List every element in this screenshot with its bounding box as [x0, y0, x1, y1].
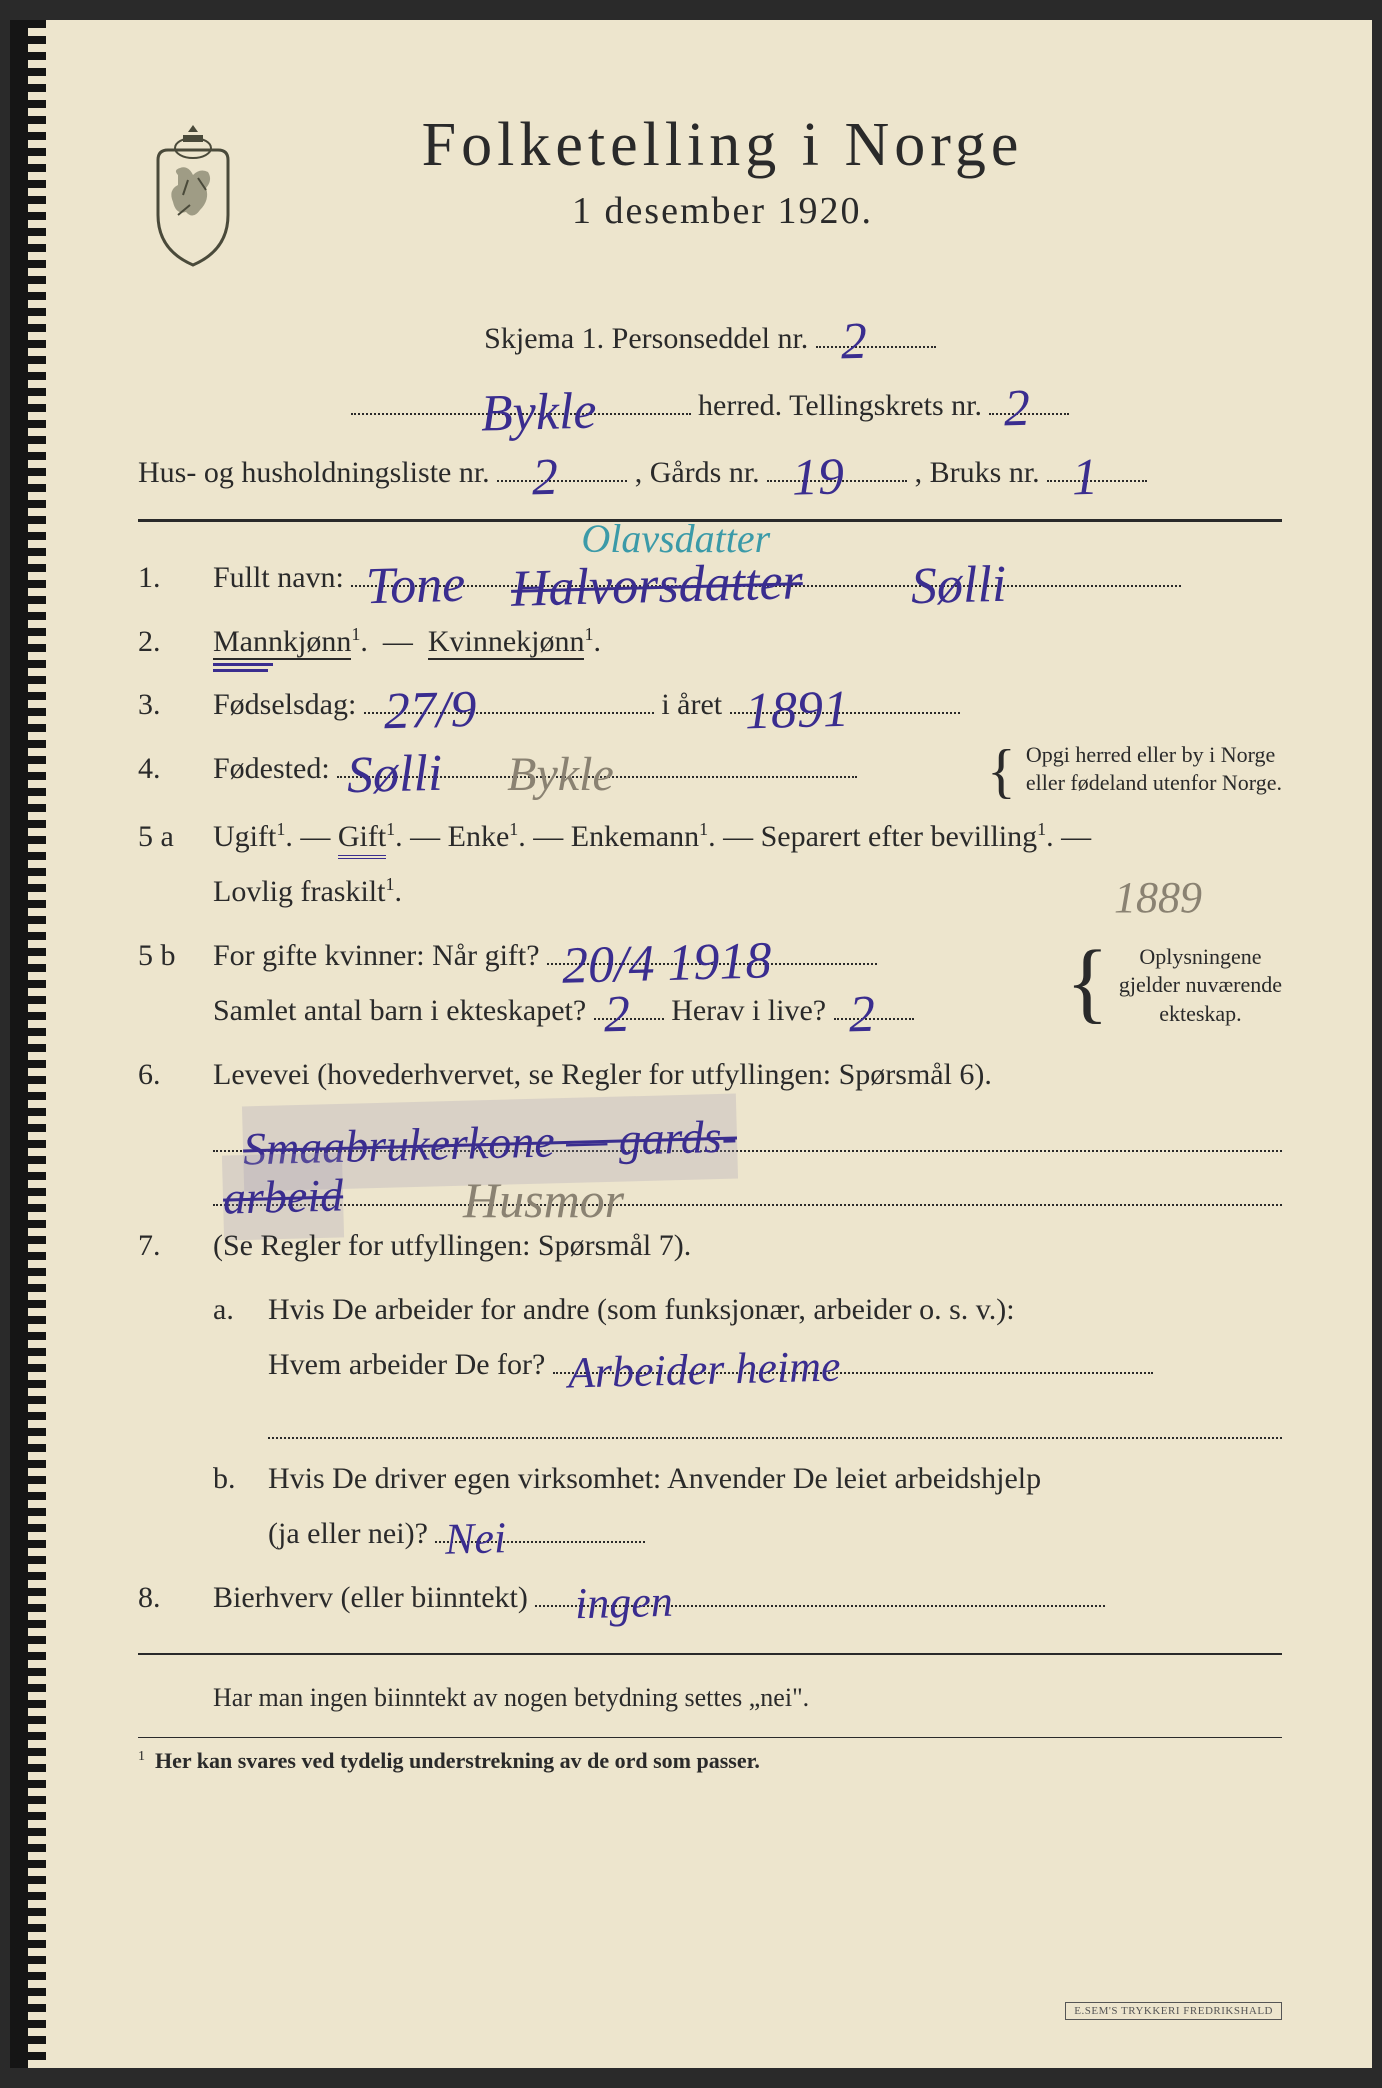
q6-line1: Smaabrukerkone — gards- [213, 1102, 1282, 1152]
q7a-label2: Hvem arbeider De for? [268, 1348, 545, 1381]
q5b-label2: Samlet antal barn i ekteskapet? [213, 994, 586, 1027]
hushold-nr: 2 [531, 429, 560, 528]
q7a-line2 [268, 1393, 1282, 1439]
q7-label: (Se Regler for utfyllingen: Spørsmål 7). [213, 1229, 691, 1262]
coat-of-arms-icon [138, 120, 248, 270]
q4-label: Fødested: [213, 752, 330, 785]
meta-line-2: Bykle herred. Tellingskrets nr. 2 [138, 377, 1282, 434]
q7b-num: b. [213, 1451, 268, 1562]
q6-line2: arbeid Husmor [213, 1156, 1282, 1206]
question-8: 8. Bierhverv (eller biinntekt) ingen [138, 1570, 1282, 1626]
q3-num: 3. [138, 677, 213, 733]
q7-num: 7. [138, 1218, 213, 1274]
question-5b: 5 b For gifte kvinner: Når gift? 20/4 19… [138, 928, 1282, 1039]
gards-label: , Gårds nr. [635, 456, 760, 489]
divider [138, 1653, 1282, 1655]
tellingskrets-nr: 2 [1003, 360, 1032, 459]
gards-nr: 19 [791, 428, 846, 528]
q7a-label1: Hvis De arbeider for andre (som funksjon… [268, 1293, 1015, 1326]
herred-label: herred. Tellingskrets nr. [698, 389, 982, 422]
q1-correction: Olavsdatter [581, 502, 770, 576]
title-block: Folketelling i Norge 1 desember 1920. [283, 110, 1282, 233]
q4-side-note: Opgi herred eller by i Norge eller fødel… [1026, 741, 1282, 798]
q5b-gift-date: 20/4 1918 [561, 913, 773, 1015]
question-7: 7. (Se Regler for utfyllingen: Spørsmål … [138, 1218, 1282, 1274]
page-subtitle: 1 desember 1920. [283, 189, 1162, 233]
header: Folketelling i Norge 1 desember 1920. [138, 110, 1282, 270]
q2-num: 2. [138, 614, 213, 670]
q7b-label1: Hvis De driver egen virksomhet: Anvender… [268, 1462, 1041, 1495]
q5a-num: 5 a [138, 809, 213, 920]
question-2: 2. Mannkjønn1. — Kvinnekjønn1. [138, 614, 1282, 670]
printer-mark: E.SEM'S TRYKKERI FREDRIKSHALD [1065, 2002, 1282, 2020]
q5b-label1: For gifte kvinner: Når gift? [213, 939, 540, 972]
q7b-value: Nei [444, 1497, 507, 1580]
question-7b: b. Hvis De driver egen virksomhet: Anven… [213, 1451, 1282, 1562]
personseddel-nr: 2 [840, 293, 869, 392]
q6-num: 6. [138, 1047, 213, 1211]
footer-note: Har man ingen biinntekt av nogen betydni… [213, 1673, 1282, 1722]
hushold-label: Hus- og husholdningsliste nr. [138, 456, 490, 489]
q5b-side-note: Oplysningene gjelder nuværende ekteskap. [1119, 943, 1282, 1039]
q7b-label2: (ja eller nei)? [268, 1517, 428, 1550]
q1-label: Fullt navn: [213, 561, 344, 594]
bruks-label: , Bruks nr. [915, 456, 1040, 489]
brace-icon: { [987, 741, 1016, 801]
q1-num: 1. [138, 550, 213, 606]
census-form-page: Folketelling i Norge 1 desember 1920. Sk… [10, 20, 1372, 2068]
meta-line-1: Skjema 1. Personseddel nr. 2 [138, 310, 1282, 367]
q2-mann: Mannkjønn [213, 625, 351, 660]
bruks-nr: 1 [1071, 429, 1100, 528]
q3-label: Fødselsdag: [213, 688, 356, 721]
brace-icon: { [1066, 938, 1109, 1039]
question-1: 1. Fullt navn: Tone Halvorsdatter Olavsd… [138, 550, 1282, 606]
footnote-text: Her kan svares ved tydelig understreknin… [155, 1748, 760, 1773]
q3-year-label: i året [661, 688, 722, 721]
q5a-pencil-year: 1889 [1114, 857, 1202, 938]
question-4: 4. Fødested: Sølli Bykle { Opgi herred e… [138, 741, 1282, 801]
q2-kvinne: Kvinnekjønn [428, 625, 585, 660]
footnote: 1Her kan svares ved tydelig understrekni… [138, 1737, 1282, 1774]
question-6: 6. Levevei (hovederhvervet, se Regler fo… [138, 1047, 1282, 1211]
q8-label: Bierhverv (eller biinntekt) [213, 1581, 528, 1614]
question-5a: 5 a Ugift1. — Gift1. — Enke1. — Enkemann… [138, 809, 1282, 920]
q8-num: 8. [138, 1570, 213, 1626]
question-7a: a. Hvis De arbeider for andre (som funks… [213, 1282, 1282, 1443]
question-3: 3. Fødselsdag: 27/9 i året 1891 [138, 677, 1282, 733]
page-title: Folketelling i Norge [283, 110, 1162, 181]
skjema-label: Skjema 1. Personseddel nr. [484, 322, 808, 355]
meta-line-3: Hus- og husholdningsliste nr. 2 , Gårds … [138, 444, 1282, 501]
q4-num: 4. [138, 741, 213, 801]
left-edge-perforation [28, 20, 46, 2068]
q4-place2: Bykle [507, 731, 614, 820]
q6-label: Levevei (hovederhvervet, se Regler for u… [213, 1058, 992, 1091]
q7a-num: a. [213, 1282, 268, 1443]
q8-value: ingen [574, 1560, 674, 1644]
q5b-num: 5 b [138, 928, 213, 1039]
